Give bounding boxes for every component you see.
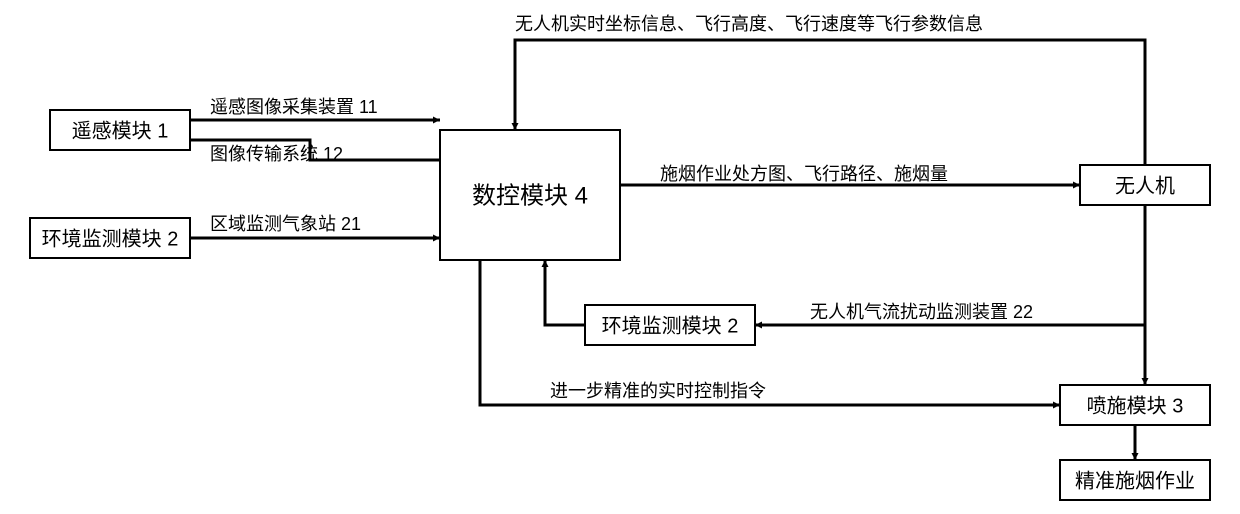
node-nc_module: 数控模块 4 — [440, 130, 620, 260]
edge-label-top_feedback: 无人机实时坐标信息、飞行高度、飞行速度等飞行参数信息 — [515, 14, 983, 34]
node-label-env_monitor_left: 环境监测模块 2 — [42, 227, 179, 250]
node-label-remote_sensing: 遥感模块 1 — [72, 119, 169, 142]
node-env_monitor_left: 环境监测模块 2 — [30, 218, 190, 258]
node-label-nc_module: 数控模块 4 — [472, 182, 588, 209]
flowchart: 无人机实时坐标信息、飞行高度、飞行速度等飞行参数信息遥感图像采集装置 11 图像传… — [0, 0, 1240, 514]
edge-label-nc_to_spray: 进一步精准的实时控制指令 — [550, 381, 766, 401]
node-label-env_monitor_mid: 环境监测模块 2 — [602, 314, 739, 337]
edge-label-uav_to_envmid: 无人机气流扰动监测装置 22 — [810, 302, 1033, 322]
edge-label-rs_to_nc_1: 遥感图像采集装置 11 — [210, 97, 378, 117]
node-label-precise_op: 精准施烟作业 — [1075, 469, 1195, 492]
node-env_monitor_mid: 环境监测模块 2 — [585, 305, 755, 345]
edge-label-rs_to_nc_2: 图像传输系统 12 — [210, 144, 343, 164]
node-label-uav: 无人机 — [1115, 174, 1175, 197]
edge-label-nc_to_uav: 施烟作业处方图、飞行路径、施烟量 — [660, 164, 948, 184]
node-precise_op: 精准施烟作业 — [1060, 460, 1210, 500]
edge-label-env_to_nc: 区域监测气象站 21 — [210, 214, 361, 234]
node-label-spray_module: 喷施模块 3 — [1087, 394, 1184, 417]
edge-envmid_to_nc — [545, 260, 585, 325]
node-spray_module: 喷施模块 3 — [1060, 385, 1210, 425]
node-uav: 无人机 — [1080, 165, 1210, 205]
node-remote_sensing: 遥感模块 1 — [50, 110, 190, 150]
